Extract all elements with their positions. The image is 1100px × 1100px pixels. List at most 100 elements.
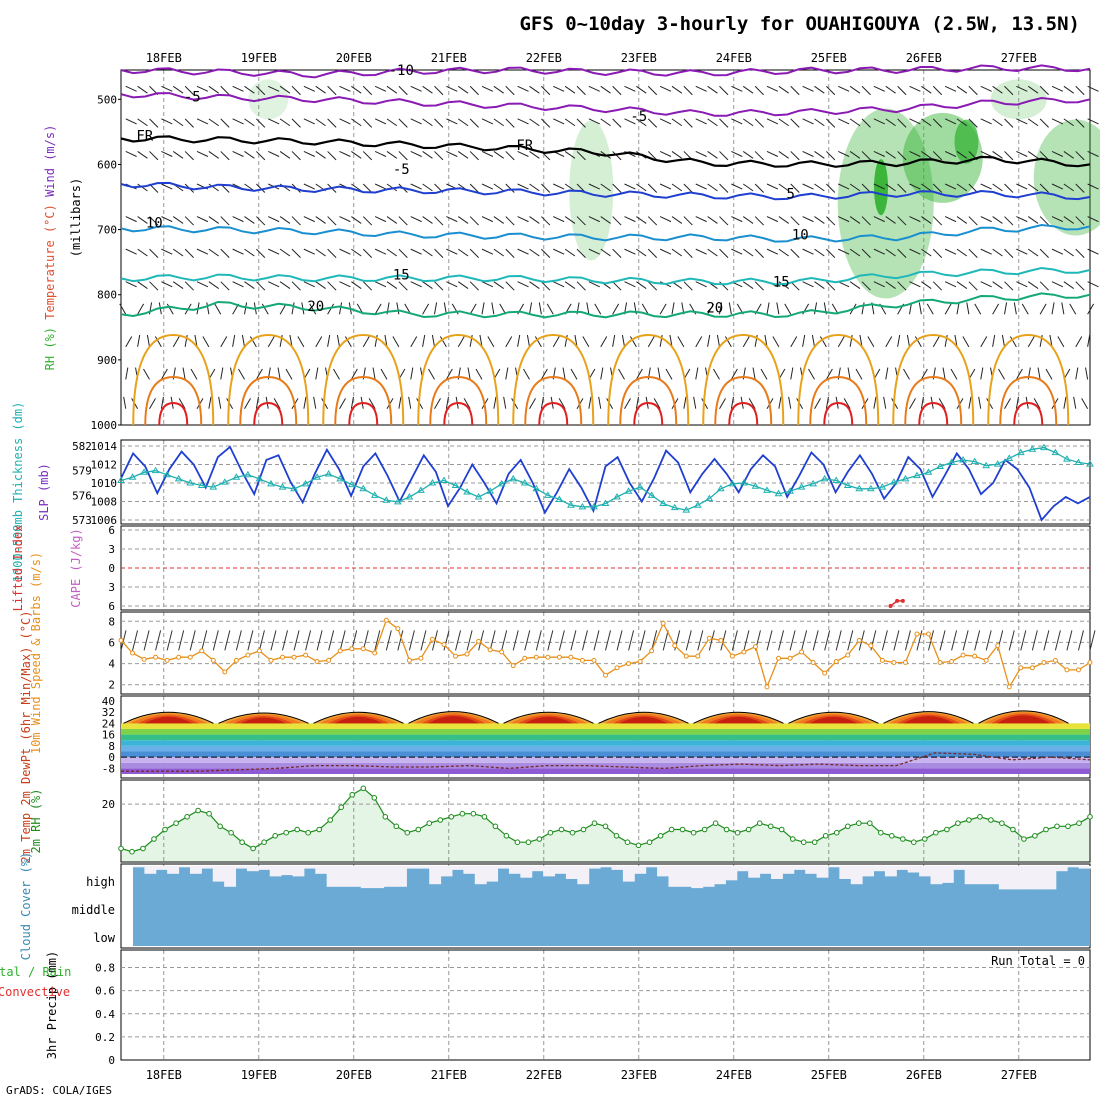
surface-wind-barb <box>235 630 242 651</box>
wind-speed-marker <box>453 653 459 659</box>
wind-barb <box>220 85 230 96</box>
wind-barb <box>861 118 871 128</box>
wind-barb <box>588 216 600 223</box>
wind-barb <box>766 85 779 92</box>
wind-barb <box>517 150 529 157</box>
wind-speed-marker <box>406 657 412 663</box>
date-label-top: 26FEB <box>906 51 942 65</box>
wind-barb <box>428 368 435 380</box>
wind-barb <box>707 85 718 94</box>
thickness-marker <box>613 493 621 500</box>
thickness-marker <box>313 473 321 480</box>
wind-barb <box>196 216 209 223</box>
warm-contour <box>253 401 284 426</box>
wind-barb <box>529 398 536 409</box>
rh-marker <box>294 826 301 833</box>
wind-barb <box>1073 396 1077 409</box>
warm-contour <box>714 375 773 426</box>
wind-barb <box>538 302 542 315</box>
wind-speed-marker <box>418 655 424 661</box>
rh-ylabel: 2m RH (%) <box>29 788 43 853</box>
wind-barb <box>778 151 789 159</box>
wind-barb <box>268 281 280 288</box>
wind-barb <box>636 281 647 289</box>
wind-barb <box>778 216 789 224</box>
rh-marker <box>811 839 818 846</box>
wind-barb <box>256 183 266 193</box>
wind-barb <box>256 151 266 161</box>
wind-barb <box>883 396 887 409</box>
wind-barb <box>944 303 952 315</box>
wind-barb <box>707 216 718 224</box>
wind-barb <box>731 183 743 190</box>
wind-barb <box>398 216 408 226</box>
wind-speed-marker <box>522 655 528 661</box>
wind-barb <box>790 118 800 128</box>
thickness-marker <box>1063 455 1071 462</box>
wind-barb <box>517 281 529 288</box>
wind-barb <box>172 216 184 224</box>
surface-wind-barb <box>132 630 139 651</box>
wind-barb <box>232 216 244 223</box>
wind-barb <box>956 85 968 94</box>
surface-wind-barb <box>374 630 381 651</box>
cloud-gap <box>634 866 647 874</box>
thickness-marker <box>786 487 794 494</box>
wind-barb <box>920 396 924 409</box>
wind-barb <box>410 150 422 157</box>
precip-tick: 0.4 <box>95 1008 115 1021</box>
thickness-marker <box>151 466 160 474</box>
cloud-gap <box>554 866 567 874</box>
rh-marker <box>305 829 312 836</box>
rh-marker <box>349 791 356 798</box>
surface-wind-barb <box>1020 630 1027 651</box>
cloud-gap <box>771 866 783 879</box>
wind-barb <box>505 248 515 258</box>
wind-barb <box>1004 281 1014 291</box>
cloud-gap <box>167 866 180 874</box>
wind-barb <box>719 216 729 226</box>
wind-barb <box>184 334 188 347</box>
rh-marker <box>856 820 862 827</box>
wind-barb <box>719 281 729 291</box>
cloud-gap <box>1021 866 1034 890</box>
wind-barb <box>493 118 504 127</box>
surface-wind-barb <box>858 630 865 651</box>
wind-speed-marker <box>603 672 608 678</box>
wind-barb <box>636 118 647 127</box>
wind-barb <box>279 334 283 347</box>
wind-barb <box>256 85 266 96</box>
surface-wind-barb <box>824 630 831 651</box>
isotherm-line <box>120 64 1091 79</box>
wind-barb <box>838 248 850 255</box>
rh-marker <box>723 826 730 833</box>
wind-barb <box>434 118 444 128</box>
wind-barb <box>921 85 932 94</box>
wind-barb <box>244 216 255 224</box>
thickness-marker <box>947 458 956 465</box>
surface-wind-barb <box>697 630 704 651</box>
cloud-gap <box>998 866 1011 890</box>
wind-speed-marker <box>799 649 805 655</box>
wind-barb <box>576 151 586 161</box>
temp-band <box>121 728 1090 735</box>
wind-barb <box>582 336 590 348</box>
wind-barb <box>826 216 836 226</box>
wind-barb <box>754 216 764 226</box>
wind-speed-marker <box>591 657 597 663</box>
rh-marker <box>646 839 653 846</box>
thickness-marker <box>267 479 275 487</box>
thickness-marker <box>1039 443 1048 451</box>
temp-ylabel: 2m Temp 2m DewPt (6hr Min/Max) (°C) <box>19 611 33 864</box>
wind-barb <box>172 118 184 127</box>
surface-wind-barb <box>339 630 346 651</box>
rh-marker <box>944 826 950 833</box>
wind-speed-marker <box>568 654 574 660</box>
lifted-index-tick: 6 <box>108 600 115 613</box>
wind-barb <box>339 302 343 315</box>
thickness-marker <box>901 474 910 482</box>
wind-barb <box>778 396 782 409</box>
wind-barb <box>529 183 540 192</box>
wind-barb <box>772 336 780 348</box>
thickness-marker <box>740 479 748 486</box>
